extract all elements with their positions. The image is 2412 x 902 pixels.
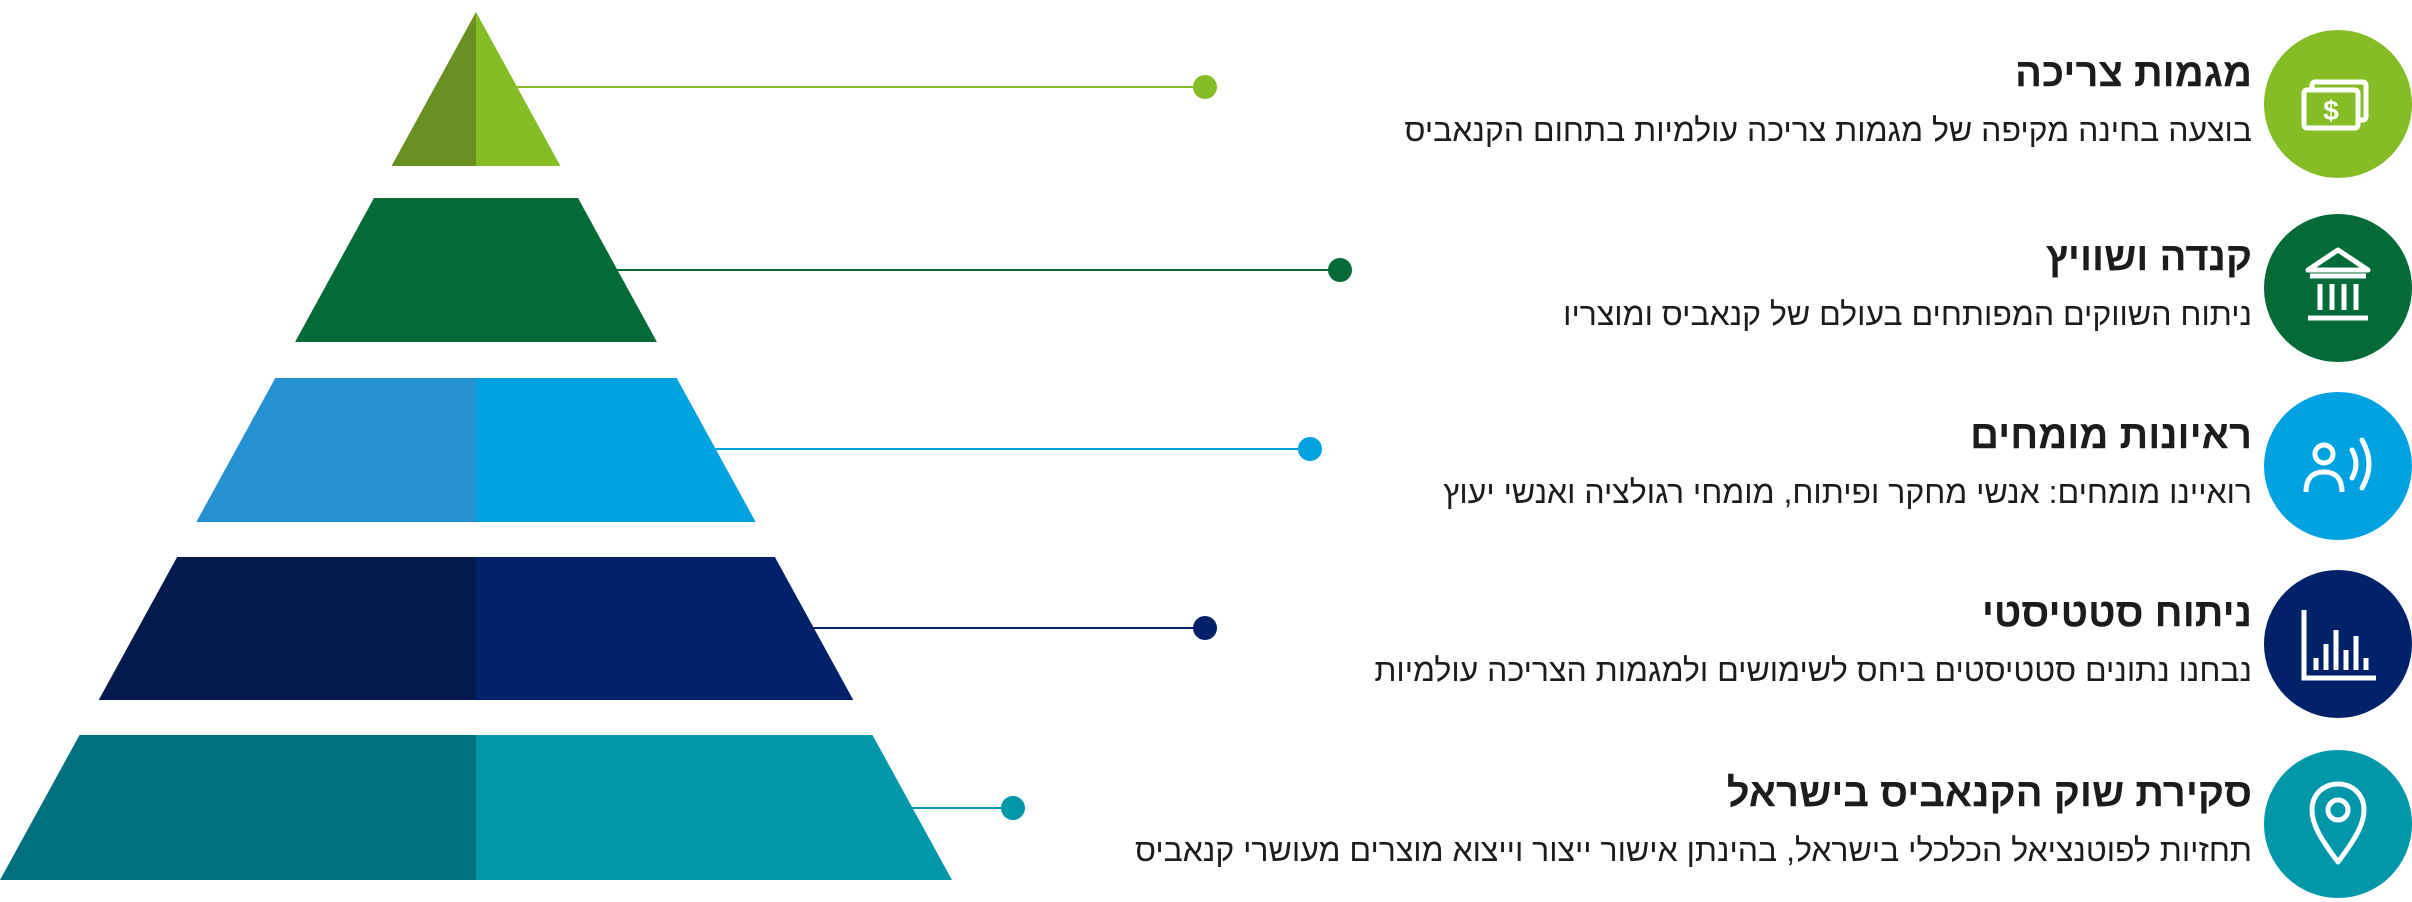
- connector-dot: [1298, 437, 1322, 461]
- info-row-title: סקירת שוק הקנאביס בישראל: [1726, 771, 2252, 815]
- info-row-title: ראיונות מומחים: [1970, 413, 2252, 457]
- info-row-text: סקירת שוק הקנאביס בישראל תחזיות לפוטנציאל…: [1135, 768, 2252, 874]
- info-row-text: קנדה ושוויץ ניתוח השווקים המפותחים בעולם …: [1563, 232, 2252, 338]
- location-pin-icon: [2264, 750, 2412, 898]
- pyramid-tier-left: [391, 12, 476, 166]
- pyramid-diagram: [0, 12, 1352, 880]
- bar-chart-icon: [2264, 570, 2412, 718]
- pyramid-tier: [391, 12, 561, 166]
- money-icon: $: [2264, 30, 2412, 178]
- info-row: ראיונות מומחים רואיינו מומחים: אנשי מחקר …: [1012, 384, 2412, 544]
- connector-dot: [1001, 796, 1025, 820]
- pyramid-tier-right: [476, 198, 657, 342]
- info-row: סקירת שוק הקנאביס בישראל תחזיות לפוטנציאל…: [1012, 742, 2412, 902]
- pyramid-tier-right: [476, 557, 854, 700]
- pyramid-tier-left: [196, 378, 477, 522]
- svg-text:$: $: [2323, 95, 2339, 126]
- pyramid-tier-left: [0, 735, 477, 880]
- info-row-description: רואיינו מומחים: אנשי מחקר ופיתוח, מומחי …: [1443, 474, 2252, 510]
- info-row-text: ניתוח סטטיסטי נבחנו נתונים סטטיסטים ביחס …: [1374, 588, 2252, 694]
- info-row-description: תחזיות לפוטנציאל הכלכלי בישראל, בהינתן א…: [1135, 832, 2252, 868]
- pyramid-tier: [295, 198, 657, 342]
- info-row-text: ראיונות מומחים רואיינו מומחים: אנשי מחקר …: [1443, 410, 2252, 516]
- info-row: מגמות צריכה בוצעה בחינה מקיפה של מגמות צר…: [1012, 22, 2412, 182]
- pyramid-tier-left: [295, 198, 476, 342]
- connector-dot: [1328, 258, 1352, 282]
- pyramid-tier-right: [476, 735, 952, 880]
- info-row: ניתוח סטטיסטי נבחנו נתונים סטטיסטים ביחס …: [1012, 562, 2412, 722]
- connector-dot: [1193, 616, 1217, 640]
- connector-dot: [1193, 75, 1217, 99]
- bank-icon: [2264, 214, 2412, 362]
- pyramid-tier: [98, 557, 854, 700]
- speaking-person-icon: [2264, 392, 2412, 540]
- pyramid-tier-right: [476, 12, 561, 166]
- info-row-text: מגמות צריכה בוצעה בחינה מקיפה של מגמות צר…: [1405, 48, 2253, 154]
- info-row-description: נבחנו נתונים סטטיסטים ביחס לשימושים ולמג…: [1374, 652, 2252, 688]
- info-row-title: קנדה ושוויץ: [2045, 235, 2252, 279]
- info-row-title: ניתוח סטטיסטי: [1981, 591, 2252, 635]
- info-row-description: בוצעה בחינה מקיפה של מגמות צריכה עולמיות…: [1404, 112, 2253, 148]
- pyramid-tier-left: [98, 557, 476, 700]
- pyramid-tier: [0, 735, 952, 880]
- pyramid-tier-right: [476, 378, 756, 522]
- pyramid-tier: [196, 378, 756, 522]
- info-row-description: ניתוח השווקים המפותחים בעולם של קנאביס ו…: [1563, 296, 2252, 332]
- info-row-title: מגמות צריכה: [2015, 51, 2252, 95]
- info-row: קנדה ושוויץ ניתוח השווקים המפותחים בעולם …: [1012, 206, 2412, 366]
